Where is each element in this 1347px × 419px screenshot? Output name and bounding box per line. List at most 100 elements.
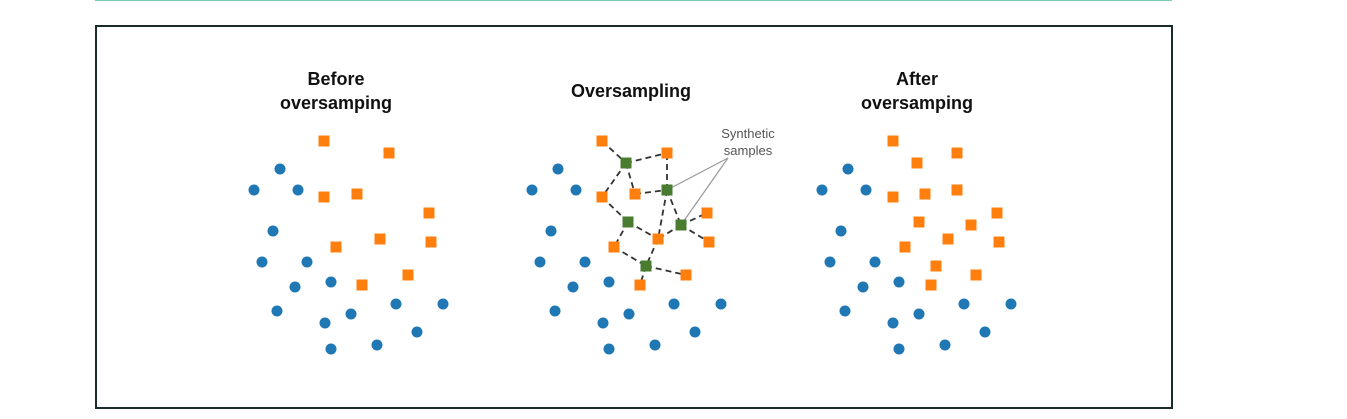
minority-point — [911, 157, 923, 169]
majority-point — [649, 339, 661, 351]
minority-point — [634, 279, 646, 291]
top-strip-divider — [95, 0, 1172, 1]
majority-point — [570, 184, 582, 196]
minority-point — [402, 269, 414, 281]
neighbor-edge — [657, 189, 668, 240]
minority-point — [913, 216, 925, 228]
majority-point — [552, 163, 564, 175]
majority-point — [979, 326, 991, 338]
minority-point — [423, 207, 435, 219]
majority-point — [939, 339, 951, 351]
majority-point — [668, 298, 680, 310]
synthetic-callout-line1: Synthetic — [721, 126, 775, 141]
majority-point — [857, 281, 869, 293]
majority-point — [860, 184, 872, 196]
minority-point — [318, 191, 330, 203]
majority-point — [274, 163, 286, 175]
majority-point — [345, 308, 357, 320]
synthetic-point — [620, 157, 632, 169]
majority-point — [301, 256, 313, 268]
majority-point — [248, 184, 260, 196]
minority-point — [919, 188, 931, 200]
majority-point — [715, 298, 727, 310]
synthetic-point — [675, 219, 687, 231]
minority-point — [351, 188, 363, 200]
majority-point — [549, 305, 561, 317]
callout-layer — [666, 157, 729, 226]
synthetic-point — [661, 184, 673, 196]
majority-point — [839, 305, 851, 317]
majority-point — [603, 343, 615, 355]
minority-point — [425, 236, 437, 248]
majority-point — [292, 184, 304, 196]
synthetic-point — [640, 260, 652, 272]
majority-point — [835, 225, 847, 237]
minority-point — [925, 279, 937, 291]
before-title-line2: oversamping — [280, 93, 392, 113]
majority-point — [325, 343, 337, 355]
majority-point — [887, 317, 899, 329]
minority-point — [701, 207, 713, 219]
minority-point — [596, 191, 608, 203]
minority-point — [951, 147, 963, 159]
majority-point — [869, 256, 881, 268]
majority-point — [842, 163, 854, 175]
minority-point — [680, 269, 692, 281]
before-title-line1: Before — [307, 69, 364, 89]
neighbor-edge — [645, 265, 687, 276]
neighbor-edge — [625, 152, 668, 164]
minority-point — [608, 241, 620, 253]
majority-point — [371, 339, 383, 351]
minority-point — [703, 236, 715, 248]
minority-point — [970, 269, 982, 281]
minority-point — [942, 233, 954, 245]
neighbor-edge — [666, 189, 682, 226]
majority-point — [256, 256, 268, 268]
majority-point — [1005, 298, 1017, 310]
minority-point — [356, 279, 368, 291]
majority-point — [824, 256, 836, 268]
minority-point — [629, 188, 641, 200]
majority-point — [390, 298, 402, 310]
minority-point — [383, 147, 395, 159]
after-title-line2: oversamping — [861, 93, 973, 113]
synthetic-point — [622, 216, 634, 228]
majority-point — [579, 256, 591, 268]
majority-point — [526, 184, 538, 196]
majority-point — [958, 298, 970, 310]
callout-pointer-line — [680, 157, 729, 226]
synthetic-callout-line2: samples — [724, 143, 773, 158]
majority-point — [597, 317, 609, 329]
majority-point — [437, 298, 449, 310]
majority-point — [893, 276, 905, 288]
minority-point — [965, 219, 977, 231]
majority-point — [319, 317, 331, 329]
oversampling-title: Oversampling — [571, 81, 691, 101]
minority-point — [652, 233, 664, 245]
majority-point — [816, 184, 828, 196]
point-layer — [248, 135, 1017, 355]
majority-point — [913, 308, 925, 320]
minority-point — [374, 233, 386, 245]
minority-point — [596, 135, 608, 147]
minority-point — [318, 135, 330, 147]
majority-point — [271, 305, 283, 317]
majority-point — [267, 225, 279, 237]
majority-point — [534, 256, 546, 268]
after-title-line1: After — [896, 69, 938, 89]
minority-point — [887, 191, 899, 203]
majority-point — [893, 343, 905, 355]
neighbor-edge — [601, 162, 627, 198]
callout-pointer-line — [666, 157, 729, 191]
minority-point — [330, 241, 342, 253]
majority-point — [567, 281, 579, 293]
majority-point — [689, 326, 701, 338]
minority-point — [930, 260, 942, 272]
majority-point — [325, 276, 337, 288]
minority-point — [951, 184, 963, 196]
minority-point — [887, 135, 899, 147]
majority-point — [623, 308, 635, 320]
edge-layer — [601, 140, 710, 286]
majority-point — [603, 276, 615, 288]
